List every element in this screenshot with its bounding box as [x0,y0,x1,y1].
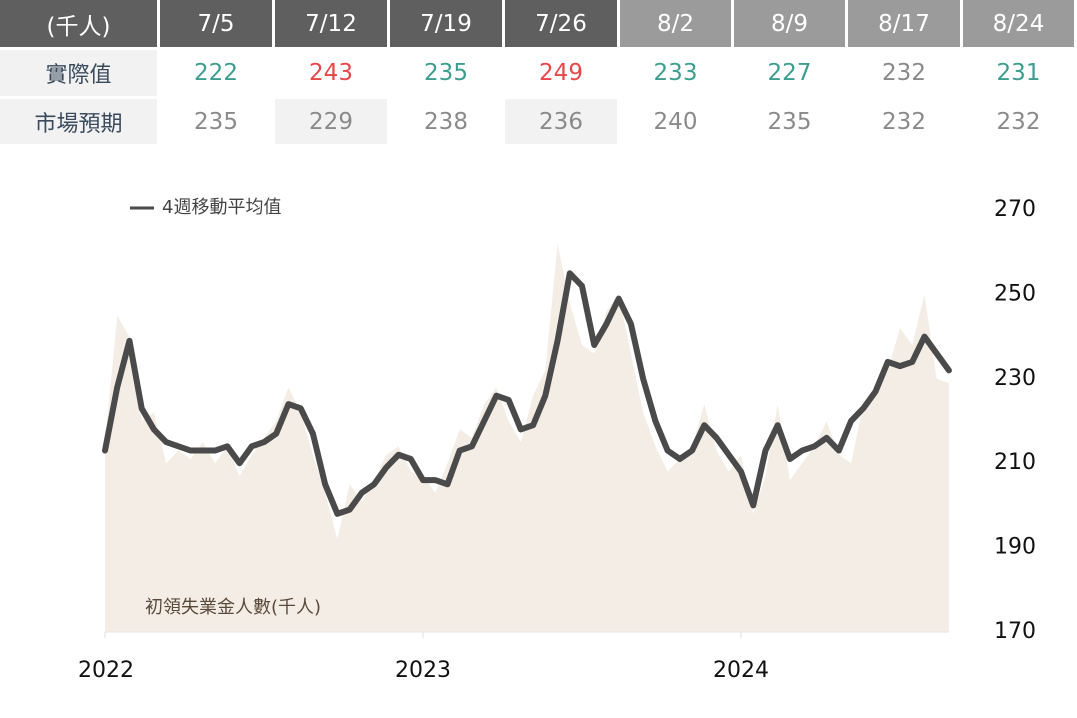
y-tick-label: 230 [994,366,1036,391]
value-cell: 229 [275,99,387,144]
legend-label: 4週移動平均值 [162,197,281,218]
value-cell: 231 [996,60,1041,86]
value-cell: 235 [767,108,812,135]
value-cell: 238 [424,108,468,135]
y-tick-label: 190 [994,535,1036,560]
value-cell: 232 [882,60,926,86]
value-cell: 243 [309,60,353,86]
header-cell: 8/9 [734,0,845,47]
series-label: 初領失業金人數(千人) [145,597,321,618]
header-cell: 8/2 [620,0,731,47]
y-tick-label: 270 [994,197,1036,222]
header-cell: 8/17 [848,0,960,47]
area [105,243,949,632]
y-tick-label: 210 [994,450,1036,475]
y-tick-label: 250 [994,281,1036,306]
value-cell: 236 [505,99,617,144]
value-cell: 235 [194,108,238,135]
value-cell: 232 [882,108,926,135]
header-cell: 8/24 [963,0,1074,47]
row-label: 實際值 [0,50,157,96]
row-label: 市場預期 [0,99,157,144]
value-cell: 240 [653,108,698,135]
y-tick-label: 170 [994,619,1036,644]
value-cell: 227 [767,60,812,86]
x-tick-label: 2024 [713,658,769,683]
x-tick-label: 2023 [395,658,451,683]
value-cell: 233 [653,60,698,86]
header-cell: 7/12 [275,0,387,47]
value-cell: 232 [996,108,1041,135]
x-tick-label: 2022 [78,658,134,683]
value-cell: 222 [194,60,238,86]
header-cell: 7/19 [390,0,502,47]
value-cell: 235 [424,60,468,86]
header-cell: 7/5 [160,0,272,47]
line [102,270,952,517]
header-cell: (千人) [0,0,157,47]
header-cell: 7/26 [505,0,617,47]
value-cell: 249 [539,60,583,86]
